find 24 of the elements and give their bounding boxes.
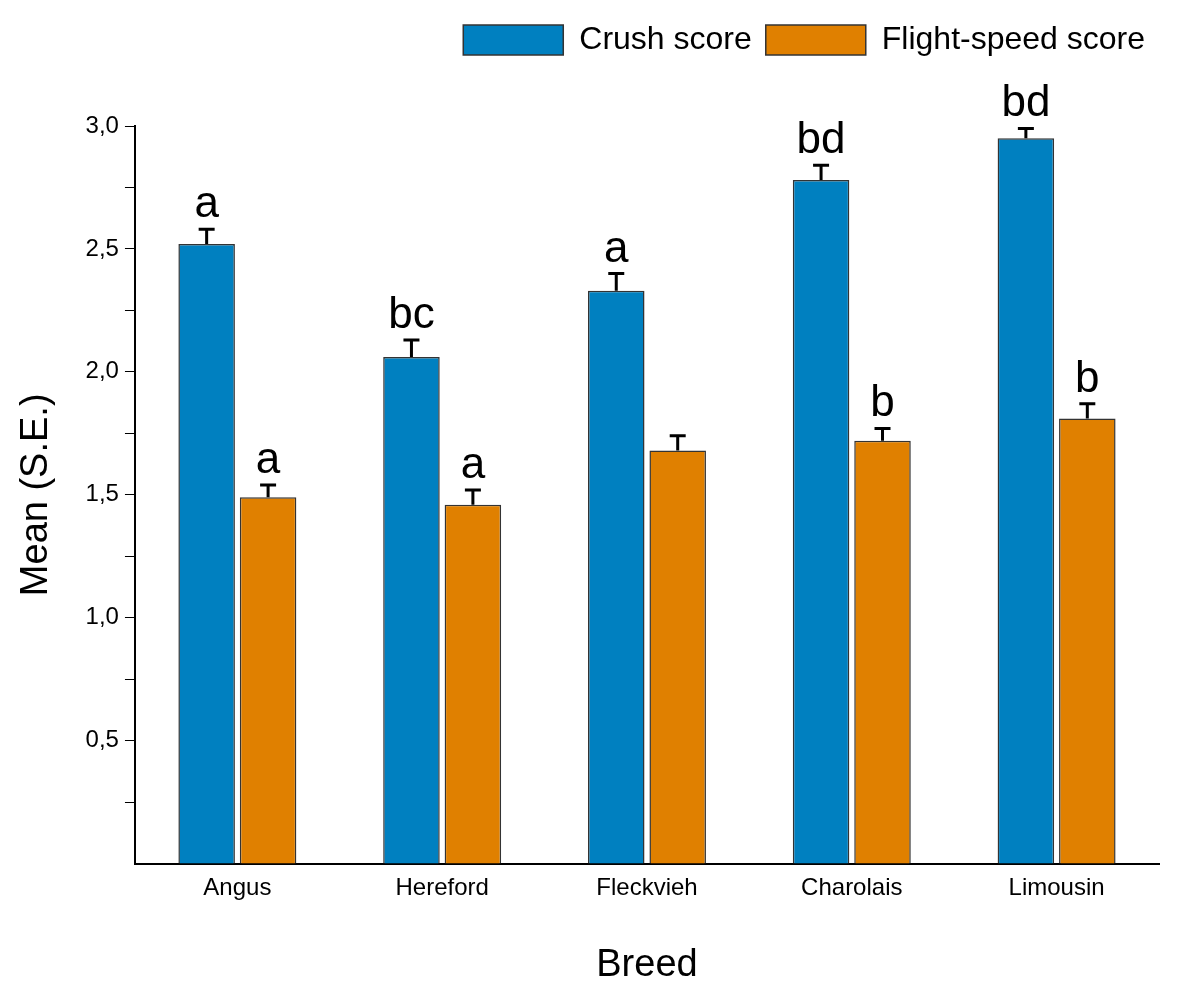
y-axis-title: Mean (S.E.) — [13, 393, 56, 597]
x-tick-label: Fleckvieh — [596, 872, 698, 900]
annotation: a — [255, 432, 281, 482]
annotation: bd — [1001, 76, 1051, 126]
x-tick-label: Hereford — [395, 872, 489, 900]
annotation: a — [604, 221, 630, 271]
y-tick-label: 2,5 — [85, 233, 119, 261]
y-tick-label: 1,5 — [85, 479, 119, 507]
x-tick-label: Angus — [203, 872, 272, 900]
annotation: bc — [388, 287, 435, 337]
y-tick-label: 2,0 — [85, 356, 119, 384]
y-tick-label: 3,0 — [85, 110, 119, 138]
x-axis-title: Breed — [596, 941, 698, 984]
x-tick-label: Charolais — [801, 872, 903, 900]
y-tick-label: 0,5 — [85, 725, 119, 753]
annotation: a — [194, 177, 220, 227]
annotation: a — [460, 437, 486, 487]
annotation: bd — [796, 113, 846, 163]
x-tick-label: Limousin — [1008, 872, 1105, 900]
legend-label: Crush score — [579, 19, 752, 56]
annotation: b — [1075, 351, 1100, 401]
legend-label: Flight-speed score — [881, 19, 1145, 56]
annotation: b — [870, 376, 895, 426]
y-tick-label: 1,0 — [85, 602, 119, 630]
